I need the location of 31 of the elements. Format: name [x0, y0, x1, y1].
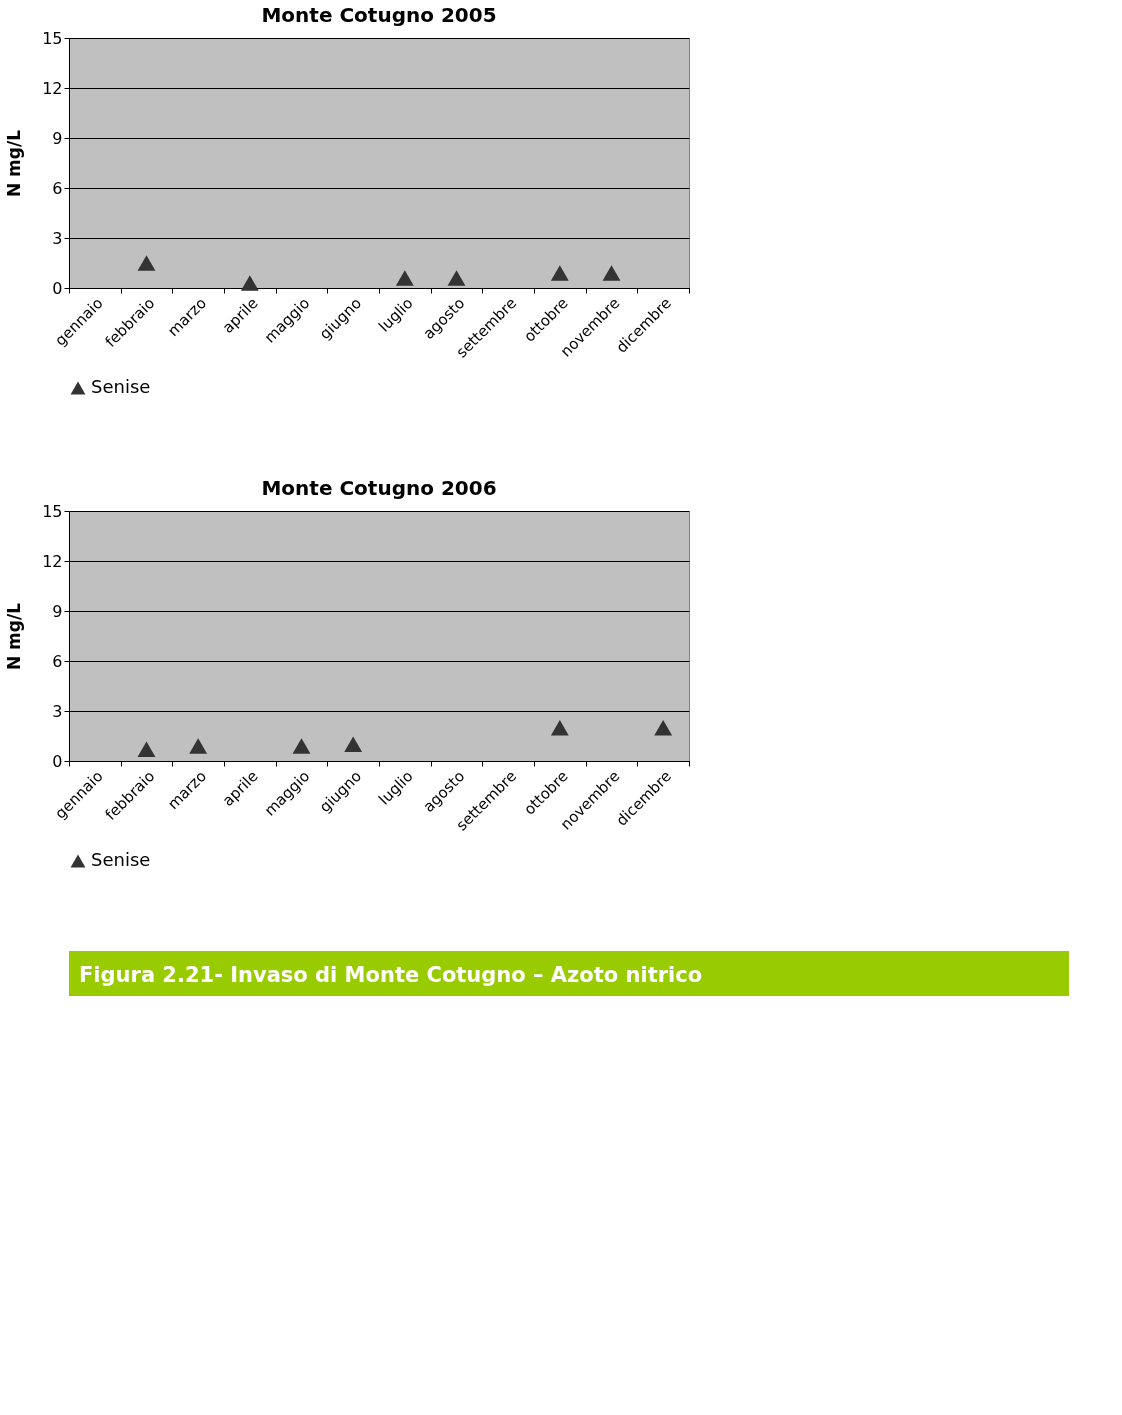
point: [292, 738, 311, 754]
text: Figura 2.21- Invaso di Monte Cotugno – Azoto nitrico: [79, 963, 703, 987]
y-tick-label: 15: [42, 501, 63, 521]
point: [447, 270, 466, 286]
point: [395, 270, 414, 286]
y-tick-label: 12: [42, 78, 63, 98]
y-tick-label: 6: [52, 651, 63, 671]
y-tick-label: 3: [52, 701, 63, 721]
y-tick-label: 9: [52, 128, 63, 148]
y-tick-label: 3: [52, 228, 63, 248]
y-axis-title: N mg/L: [4, 602, 25, 671]
legend-label: Senise: [91, 376, 151, 397]
y-tick-label: 6: [52, 178, 63, 198]
point: [550, 265, 569, 281]
point: [189, 738, 208, 754]
point: [550, 719, 569, 736]
y-tick-label: 12: [42, 551, 63, 571]
point: [344, 736, 363, 753]
point: [602, 265, 621, 281]
point: [137, 741, 156, 758]
chart-title: Monte Cotugno 2005: [261, 3, 497, 27]
point: [654, 719, 673, 736]
y-tick-label: 15: [42, 28, 63, 48]
point: [137, 255, 156, 271]
legend-label: Senise: [91, 849, 151, 870]
y-tick-label: 9: [52, 601, 63, 621]
y-tick-label: 0: [52, 278, 63, 298]
y-tick-label: 0: [52, 751, 63, 771]
y-axis-title: N mg/L: [4, 129, 25, 198]
chart-title: Monte Cotugno 2006: [261, 476, 497, 500]
point: [240, 275, 259, 291]
